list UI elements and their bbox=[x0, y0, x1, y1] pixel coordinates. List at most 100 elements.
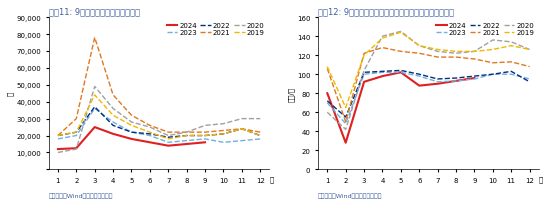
2023 bbox=[54, 138, 61, 140]
Text: 月: 月 bbox=[270, 175, 274, 182]
Line: 2021: 2021 bbox=[58, 38, 260, 136]
2019 bbox=[416, 45, 422, 48]
2022 bbox=[434, 78, 441, 81]
2023 bbox=[220, 141, 227, 144]
2021 bbox=[147, 125, 153, 127]
2021 bbox=[239, 128, 245, 130]
2020 bbox=[343, 129, 349, 131]
Text: 图表12: 9月挖掘机开工小时数同样有所回升，但仍在低位: 图表12: 9月挖掘机开工小时数同样有所回升，但仍在低位 bbox=[318, 7, 454, 16]
2019 bbox=[202, 135, 208, 137]
Text: 资料来源：Wind，国盛证券研究所: 资料来源：Wind，国盛证券研究所 bbox=[318, 192, 383, 198]
2022 bbox=[379, 71, 386, 73]
2023 bbox=[202, 138, 208, 140]
2023 bbox=[361, 74, 367, 76]
2019 bbox=[220, 133, 227, 135]
Text: 图表11: 9月挖掘机销售环比延续改善: 图表11: 9月挖掘机销售环比延续改善 bbox=[49, 7, 140, 16]
2020 bbox=[361, 70, 367, 72]
2024 bbox=[471, 77, 478, 80]
2019 bbox=[91, 94, 98, 97]
2022 bbox=[257, 135, 263, 137]
2024 bbox=[54, 148, 61, 151]
2021 bbox=[183, 131, 190, 134]
2020 bbox=[54, 151, 61, 154]
2023 bbox=[526, 78, 533, 81]
2023 bbox=[471, 78, 478, 81]
2020 bbox=[73, 148, 80, 151]
2024 bbox=[147, 141, 153, 144]
Line: 2020: 2020 bbox=[58, 87, 260, 153]
2022 bbox=[54, 135, 61, 137]
2019 bbox=[110, 115, 117, 117]
2021 bbox=[324, 68, 331, 70]
2020 bbox=[220, 123, 227, 125]
2019 bbox=[239, 128, 245, 130]
2019 bbox=[361, 55, 367, 57]
2024 bbox=[398, 72, 404, 74]
2024 bbox=[183, 143, 190, 145]
2020 bbox=[324, 111, 331, 114]
2019 bbox=[471, 51, 478, 53]
2021 bbox=[398, 51, 404, 53]
Legend: 2024, 2023, 2022, 2021, 2020, 2019: 2024, 2023, 2022, 2021, 2020, 2019 bbox=[434, 21, 535, 37]
2023 bbox=[343, 123, 349, 125]
2022 bbox=[147, 133, 153, 135]
Text: 月: 月 bbox=[539, 175, 543, 182]
2020 bbox=[490, 40, 496, 42]
2023 bbox=[416, 76, 422, 78]
2023 bbox=[453, 80, 459, 83]
2019 bbox=[398, 32, 404, 34]
2022 bbox=[183, 135, 190, 137]
2023 bbox=[239, 140, 245, 142]
2019 bbox=[343, 107, 349, 109]
2023 bbox=[183, 140, 190, 142]
Line: 2023: 2023 bbox=[58, 109, 260, 143]
2022 bbox=[128, 131, 135, 134]
2022 bbox=[324, 100, 331, 103]
2021 bbox=[361, 53, 367, 55]
2019 bbox=[128, 125, 135, 127]
2023 bbox=[165, 141, 172, 144]
2022 bbox=[73, 131, 80, 134]
2022 bbox=[471, 76, 478, 78]
Line: 2022: 2022 bbox=[327, 71, 530, 117]
2020 bbox=[165, 135, 172, 137]
2021 bbox=[220, 130, 227, 132]
2024 bbox=[73, 147, 80, 150]
2020 bbox=[416, 45, 422, 48]
2020 bbox=[398, 31, 404, 33]
2019 bbox=[147, 131, 153, 134]
2022 bbox=[398, 70, 404, 72]
2019 bbox=[165, 138, 172, 140]
2020 bbox=[453, 53, 459, 55]
2021 bbox=[490, 62, 496, 65]
2021 bbox=[73, 118, 80, 120]
2024 bbox=[324, 92, 331, 95]
2022 bbox=[508, 71, 514, 73]
2021 bbox=[54, 135, 61, 137]
2020 bbox=[239, 118, 245, 120]
2022 bbox=[220, 133, 227, 135]
2020 bbox=[526, 49, 533, 52]
2024 bbox=[434, 83, 441, 85]
Text: 资料来源：Wind，国盛证券研究所: 资料来源：Wind，国盛证券研究所 bbox=[49, 192, 113, 198]
Line: 2021: 2021 bbox=[327, 48, 530, 122]
2024 bbox=[361, 81, 367, 84]
Legend: 2024, 2023, 2022, 2021, 2020, 2019: 2024, 2023, 2022, 2021, 2020, 2019 bbox=[166, 21, 266, 37]
2023 bbox=[147, 135, 153, 137]
2022 bbox=[416, 74, 422, 76]
2024 bbox=[379, 76, 386, 78]
2023 bbox=[398, 72, 404, 74]
2022 bbox=[490, 74, 496, 76]
2021 bbox=[257, 131, 263, 134]
2023 bbox=[379, 72, 386, 74]
2019 bbox=[183, 135, 190, 137]
2023 bbox=[434, 81, 441, 84]
Line: 2020: 2020 bbox=[327, 32, 530, 130]
2020 bbox=[128, 121, 135, 124]
2023 bbox=[324, 102, 331, 104]
2019 bbox=[54, 135, 61, 137]
2021 bbox=[165, 131, 172, 134]
2022 bbox=[239, 128, 245, 130]
2024 bbox=[202, 141, 208, 144]
2022 bbox=[343, 116, 349, 119]
